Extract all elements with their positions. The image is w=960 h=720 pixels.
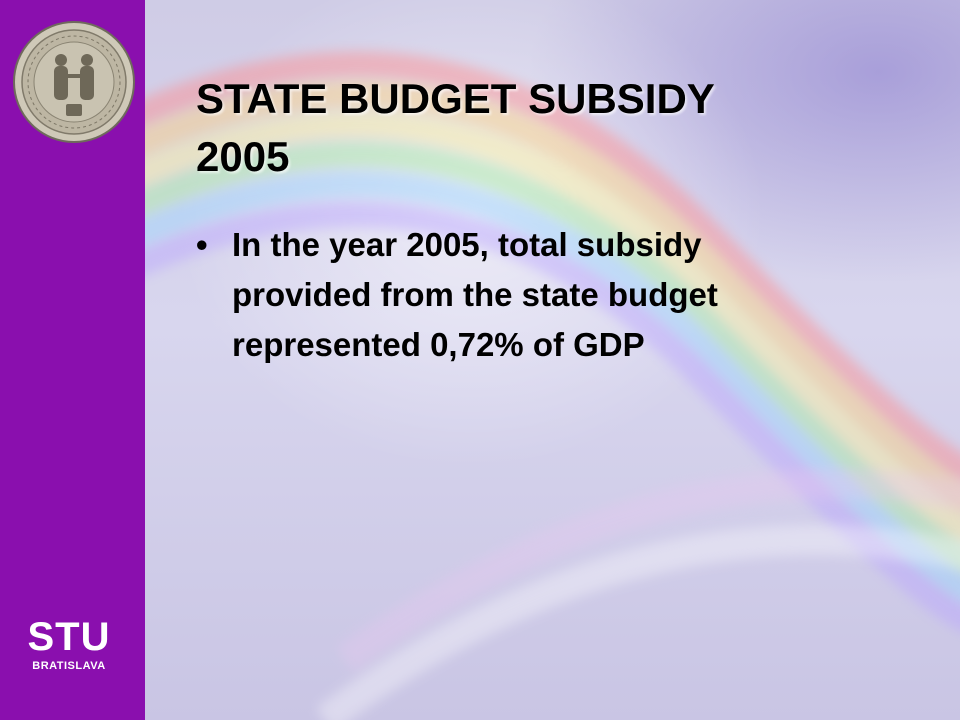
brand-name: STU <box>27 615 111 659</box>
slide-title-line: STATE BUDGET SUBSIDY <box>196 75 715 122</box>
sidebar: STU BRATISLAVA <box>0 0 145 720</box>
slide-title-line: 2005 <box>196 133 290 180</box>
bullet-list: • In the year 2005, total subsidy provid… <box>196 220 916 370</box>
slide-title: STATE BUDGET SUBSIDY 2005 <box>196 70 916 186</box>
bullet-item: • In the year 2005, total subsidy provid… <box>196 220 916 370</box>
slide-background <box>145 0 960 720</box>
rainbow-arc-decoration <box>145 51 960 720</box>
bullet-line: represented 0,72% of GDP <box>232 326 645 363</box>
bullet-line: In the year 2005, total subsidy <box>232 226 702 263</box>
bullet-dot-icon: • <box>196 226 208 263</box>
bullet-line: provided from the state budget <box>232 276 718 313</box>
brand-subtitle: BRATISLAVA <box>32 660 106 672</box>
university-seal-icon <box>12 20 136 144</box>
